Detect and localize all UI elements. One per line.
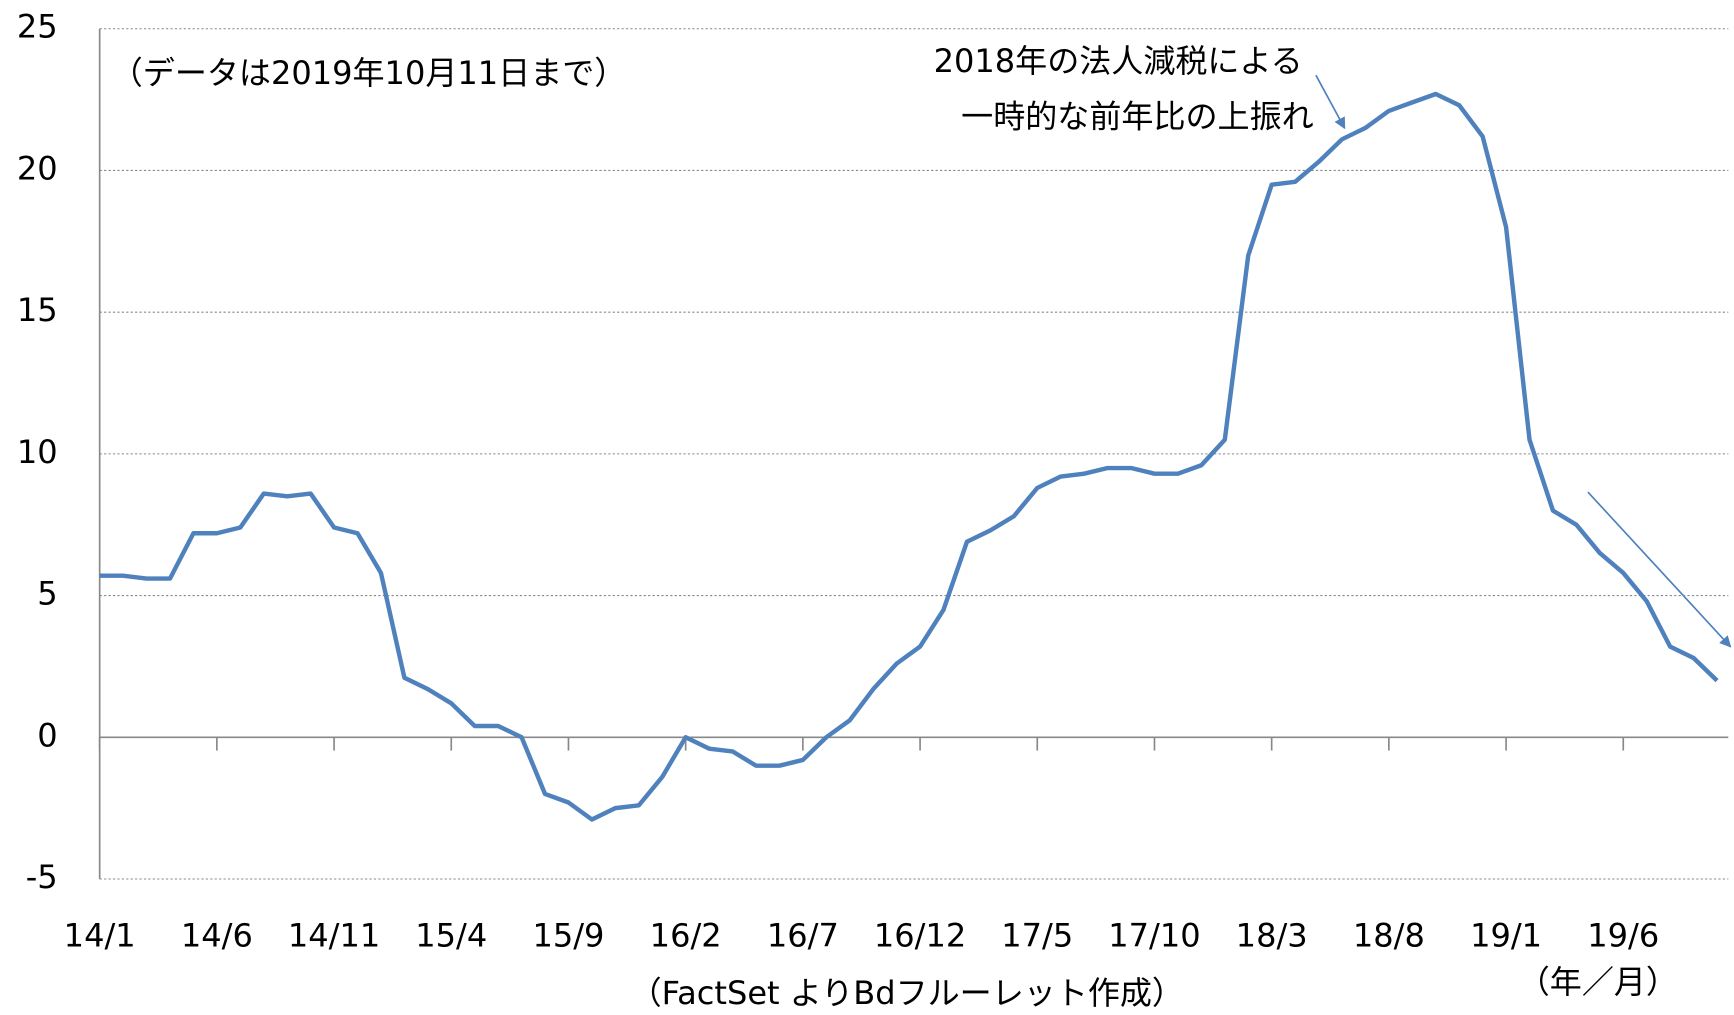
- x-tick-label: 16/7: [767, 917, 839, 955]
- y-tick-label: 20: [17, 149, 58, 187]
- x-tick-label: 17/5: [1001, 917, 1073, 955]
- y-tick-label: -5: [26, 858, 58, 896]
- x-axis-label: （年／月）: [1518, 963, 1678, 1001]
- x-tick-label: 15/9: [532, 917, 604, 955]
- x-tick-label: 19/1: [1470, 917, 1542, 955]
- annotation-arrow: [1315, 74, 1346, 130]
- x-tick-label: 18/8: [1353, 917, 1425, 955]
- x-tick-label: 16/2: [650, 917, 722, 955]
- y-tick-label: 15: [17, 291, 58, 329]
- annotation: 一時的な前年比の上振れ: [961, 97, 1314, 135]
- x-tick-label: 16/12: [874, 917, 966, 955]
- data-line: [99, 91, 1719, 822]
- x-tick-label: 19/6: [1587, 917, 1659, 955]
- annotation-note: （データは2019年10月11日まで）: [111, 54, 627, 92]
- y-tick-label: 0: [37, 716, 57, 754]
- x-tick-label: 14/11: [288, 917, 380, 955]
- x-tick-label: 14/1: [64, 917, 136, 955]
- source: （FactSet よりBdフルーレット作成）: [630, 974, 1184, 1012]
- x-tick-label: 15/4: [415, 917, 487, 955]
- y-tick-label: 25: [17, 8, 58, 46]
- y-tick-label: 5: [37, 575, 57, 613]
- x-tick-label: 18/3: [1236, 917, 1308, 955]
- x-tick-label: 14/6: [181, 917, 253, 955]
- trend-arrow: [1587, 491, 1732, 648]
- x-tick-label: 17/10: [1108, 917, 1200, 955]
- y-tick-label: 10: [17, 433, 58, 471]
- annotation: 2018年の法人減税による: [934, 42, 1303, 80]
